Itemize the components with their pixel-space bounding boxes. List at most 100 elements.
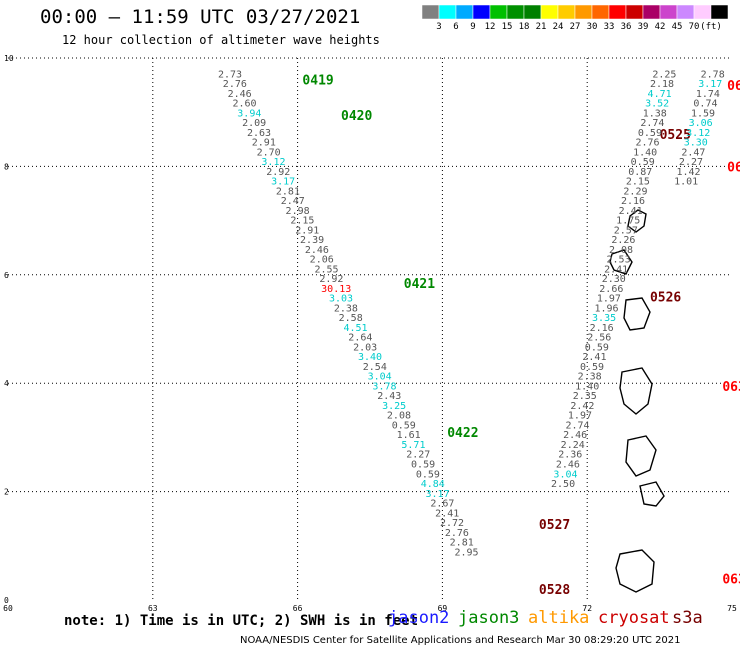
data-label: 2.47 <box>681 147 705 158</box>
colorbar-swatch <box>523 4 542 20</box>
data-label: 1.42 <box>677 167 701 178</box>
data-label: 2.76 <box>635 138 659 149</box>
data-label: 2.78 <box>701 69 725 80</box>
data-label: 2.73 <box>218 69 242 80</box>
data-label: 2.25 <box>652 69 676 80</box>
data-label: 2.41 <box>582 352 606 363</box>
colorbar-label: 15 <box>502 22 513 32</box>
chart-title: 00:00 – 11:59 UTC 03/27/2021 <box>40 6 361 28</box>
data-label: 3.35 <box>592 313 616 324</box>
data-label: 2.91 <box>252 138 276 149</box>
colorbar-label: 39 <box>638 22 649 32</box>
data-label: 1.40 <box>575 381 599 392</box>
colorbar-label: 33 <box>604 22 615 32</box>
data-label: 2.42 <box>570 401 594 412</box>
data-label: 2.72 <box>440 518 464 529</box>
data-label: 2.38 <box>334 303 358 314</box>
island-outline <box>623 297 651 331</box>
colorbar-label: 36 <box>621 22 632 32</box>
data-label: 2.29 <box>623 186 647 197</box>
x-tick-label: 63 <box>148 604 158 613</box>
data-label: 2.18 <box>650 79 674 90</box>
data-label: 2.16 <box>621 196 645 207</box>
data-label: 3.03 <box>329 294 353 305</box>
data-label: 2.46 <box>556 460 580 471</box>
colorbar-swatch <box>557 4 576 20</box>
data-label: 0.59 <box>631 157 655 168</box>
colorbar-swatch <box>591 4 610 20</box>
data-label: 3.94 <box>237 108 261 119</box>
colorbar-label: (ft) <box>700 22 722 32</box>
data-label: 2.63 <box>247 128 271 139</box>
pass-label: 0632 <box>727 79 740 94</box>
x-tick-label: 72 <box>582 604 592 613</box>
data-label: 2.03 <box>353 342 377 353</box>
data-label: 4.71 <box>648 89 672 100</box>
island-outline <box>619 367 653 415</box>
data-label: 0.87 <box>628 167 652 178</box>
data-label: 2.56 <box>587 333 611 344</box>
data-label: 2.74 <box>565 420 589 431</box>
x-tick-label: 66 <box>293 604 303 613</box>
data-label: 2.24 <box>561 440 585 451</box>
colorbar-swatch <box>421 4 440 20</box>
data-label: 2.64 <box>348 333 372 344</box>
data-label: 5.71 <box>401 440 425 451</box>
data-label: 1.40 <box>633 147 657 158</box>
data-label: 2.92 <box>266 167 290 178</box>
data-label: 2.98 <box>286 206 310 217</box>
data-label: 0.59 <box>411 460 435 471</box>
x-tick-label: 60 <box>3 604 13 613</box>
colorbar-label: 9 <box>470 22 475 32</box>
data-label: 2.41 <box>435 508 459 519</box>
data-label: 1.01 <box>674 177 698 188</box>
data-label: 2.26 <box>611 235 635 246</box>
data-label: 3.17 <box>698 79 722 90</box>
pass-label: 0633 <box>727 160 740 175</box>
data-label: 2.91 <box>295 225 319 236</box>
pass-label: 0525 <box>660 128 691 143</box>
colorbar-swatch <box>625 4 644 20</box>
pass-label: 0635 <box>722 572 740 587</box>
data-label: 2.70 <box>257 147 281 158</box>
colorbar-label: 18 <box>519 22 530 32</box>
data-label: 0.59 <box>580 362 604 373</box>
data-label: 1.97 <box>597 294 621 305</box>
colorbar-label: 24 <box>553 22 564 32</box>
data-label: 3.04 <box>553 469 577 480</box>
data-label: 2.36 <box>558 450 582 461</box>
island-outline <box>609 249 633 275</box>
data-label: 3.12 <box>686 128 710 139</box>
data-label: 2.54 <box>363 362 387 373</box>
colorbar-label: 30 <box>587 22 598 32</box>
legend-cryosat: cryosat <box>598 608 670 628</box>
pass-label: 0421 <box>404 277 435 292</box>
chart-subtitle: 12 hour collection of altimeter wave hei… <box>62 33 380 47</box>
data-label: 1.59 <box>691 108 715 119</box>
colorbar-swatch <box>489 4 508 20</box>
data-label: 2.30 <box>602 274 626 285</box>
data-label: 0.59 <box>392 420 416 431</box>
data-label: 2.76 <box>445 528 469 539</box>
island-outline <box>615 549 655 593</box>
x-tick-label: 69 <box>438 604 448 613</box>
island-outline <box>625 435 657 477</box>
data-label: 2.06 <box>310 255 334 266</box>
pass-label: 0419 <box>302 74 333 89</box>
data-label: 2.41 <box>604 264 628 275</box>
data-label: 30.13 <box>321 284 351 295</box>
data-label: 2.95 <box>454 547 478 558</box>
data-label: 2.50 <box>551 479 575 490</box>
colorbar-swatch <box>506 4 525 20</box>
data-label: 2.81 <box>276 186 300 197</box>
data-label: 2.08 <box>387 411 411 422</box>
colorbar-swatch <box>574 4 593 20</box>
pass-label: 0526 <box>650 290 681 305</box>
colorbar-swatch <box>659 4 678 20</box>
data-label: 2.46 <box>563 430 587 441</box>
colorbar-swatch <box>608 4 627 20</box>
colorbar-label: 6 <box>453 22 458 32</box>
data-label: 3.12 <box>261 157 285 168</box>
data-label: 3.52 <box>645 99 669 110</box>
